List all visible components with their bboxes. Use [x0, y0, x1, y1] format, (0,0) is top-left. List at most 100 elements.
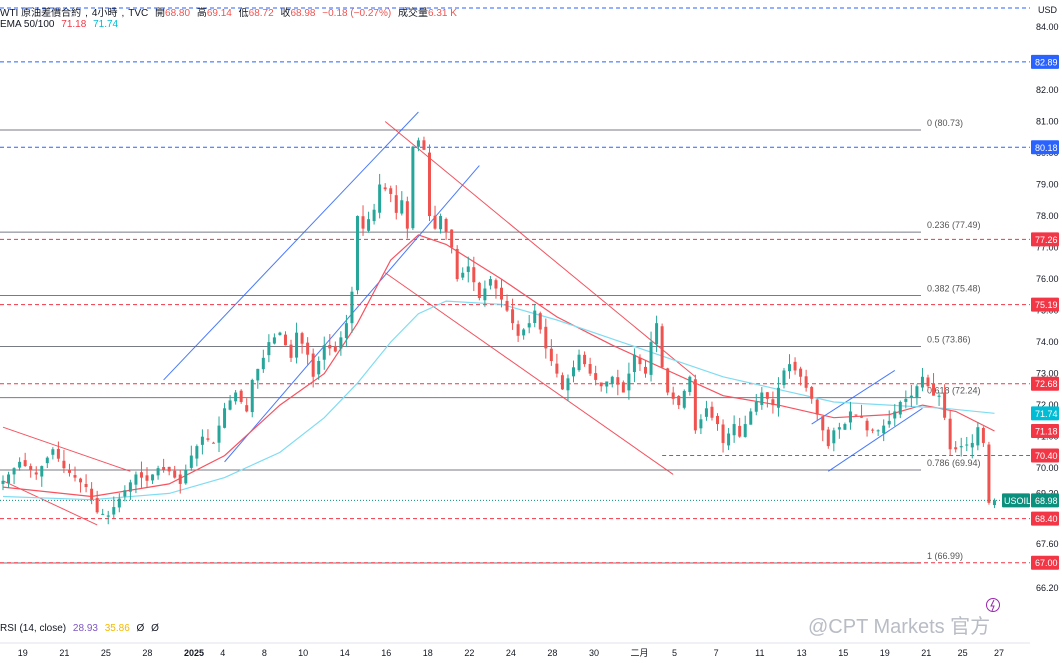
candle [184, 464, 188, 485]
candle [649, 331, 653, 382]
candle [40, 465, 44, 487]
candle-body [821, 416, 825, 431]
candle [494, 278, 498, 299]
y-tick-7: 74.00 [1036, 337, 1059, 347]
candle-body [560, 375, 564, 390]
x-tick-19: 13 [797, 648, 807, 658]
candle-body [350, 291, 354, 324]
price-axis[interactable]: 66.2067.6069.2070.0071.0072.0073.0074.00… [1036, 22, 1059, 593]
time-axis[interactable]: 19 21 25 28 2025 4 8 10 14 16 18 22 24 28 30 二月 5 7 11 13 15… [0, 642, 1030, 658]
candle [948, 410, 952, 456]
candle [283, 331, 287, 346]
candle-body [7, 474, 11, 484]
candle-body [566, 378, 570, 391]
candle-body [782, 370, 786, 386]
candle [821, 416, 825, 442]
candle-body [317, 361, 321, 375]
candle-body [234, 392, 238, 402]
candle-body [200, 436, 204, 445]
rsi-extra-2: Ø [151, 623, 159, 634]
candle [710, 401, 714, 421]
candle-body [948, 418, 952, 450]
candle [206, 429, 210, 442]
candle-body [577, 354, 581, 371]
candle-body [23, 460, 27, 467]
candle [699, 414, 703, 435]
candle [195, 444, 199, 467]
candle-body [898, 401, 902, 415]
candle [361, 205, 365, 236]
candle-body [599, 382, 603, 387]
candle-body [40, 466, 44, 477]
x-tick-6: 8 [262, 648, 267, 658]
candle-body [865, 420, 869, 431]
candle-body [455, 248, 459, 280]
candle [987, 441, 991, 505]
candle-body [51, 449, 55, 455]
fib-levels[interactable]: 0 (80.73) 0.236 (77.49) 0.382 (75.48) 0.5 (… [0, 118, 981, 564]
candle-body [477, 282, 481, 298]
candle-body [73, 475, 77, 478]
x-tick-15: 二月 [631, 648, 649, 658]
candle-body [716, 415, 720, 425]
candle-body [915, 386, 919, 398]
candle-body [18, 461, 22, 468]
price-badge-1-bg [1031, 140, 1059, 155]
x-tick-2: 25 [101, 648, 111, 658]
candle-body [206, 438, 210, 440]
watermark: @CPT Markets 官方 [808, 616, 991, 638]
candle [250, 378, 254, 418]
candle [156, 465, 160, 480]
candle [29, 463, 33, 478]
interval[interactable]: 4小時 [91, 8, 118, 19]
ema-legend[interactable]: EMA 50/100 71.18 71.74 [0, 19, 122, 30]
candle [416, 137, 420, 152]
candle-body [405, 201, 409, 229]
candle [295, 322, 299, 364]
candle [760, 387, 764, 410]
candle-body [749, 411, 753, 425]
candle-body [804, 376, 808, 388]
candle [234, 389, 238, 405]
candle-body [472, 267, 476, 283]
candle [200, 429, 204, 455]
candle-body [660, 326, 664, 368]
candle-body [117, 498, 121, 508]
x-tick-9: 16 [381, 648, 391, 658]
candle-body [704, 408, 708, 417]
candle-body [439, 216, 443, 230]
candle-body [860, 415, 864, 418]
candle-body [145, 475, 149, 481]
candle [56, 441, 60, 462]
trendline-7 [811, 370, 896, 425]
candle [871, 428, 875, 434]
candle [145, 467, 149, 488]
candle [560, 372, 564, 390]
candle-body [156, 468, 160, 476]
candle-body [123, 490, 127, 497]
x-tick-16: 5 [672, 648, 677, 658]
candle [516, 320, 520, 342]
fib-label-3: 0.5 (73.86) [927, 335, 971, 345]
rsi-legend[interactable]: RSI (14, close) 28.93 35.86 Ø Ø [0, 623, 163, 634]
candle [139, 461, 143, 488]
candle [721, 419, 725, 453]
candle-body [239, 390, 243, 402]
candle [34, 466, 38, 480]
candle-body [682, 390, 686, 408]
candle-body [162, 466, 166, 470]
y-tick-6: 73.00 [1036, 369, 1059, 379]
candle [660, 323, 664, 369]
symbol-name[interactable]: WTI 原油差價合約 [0, 8, 82, 19]
trendlines[interactable] [2, 111, 923, 526]
open-label: 開 [155, 8, 166, 19]
candle [704, 400, 708, 421]
candle-body [267, 342, 271, 356]
candle [355, 215, 359, 295]
x-tick-21: 19 [880, 648, 890, 658]
candle-body [932, 383, 936, 396]
candle [743, 415, 747, 438]
candle-body [649, 342, 653, 375]
lightning-icon[interactable] [986, 598, 1000, 612]
